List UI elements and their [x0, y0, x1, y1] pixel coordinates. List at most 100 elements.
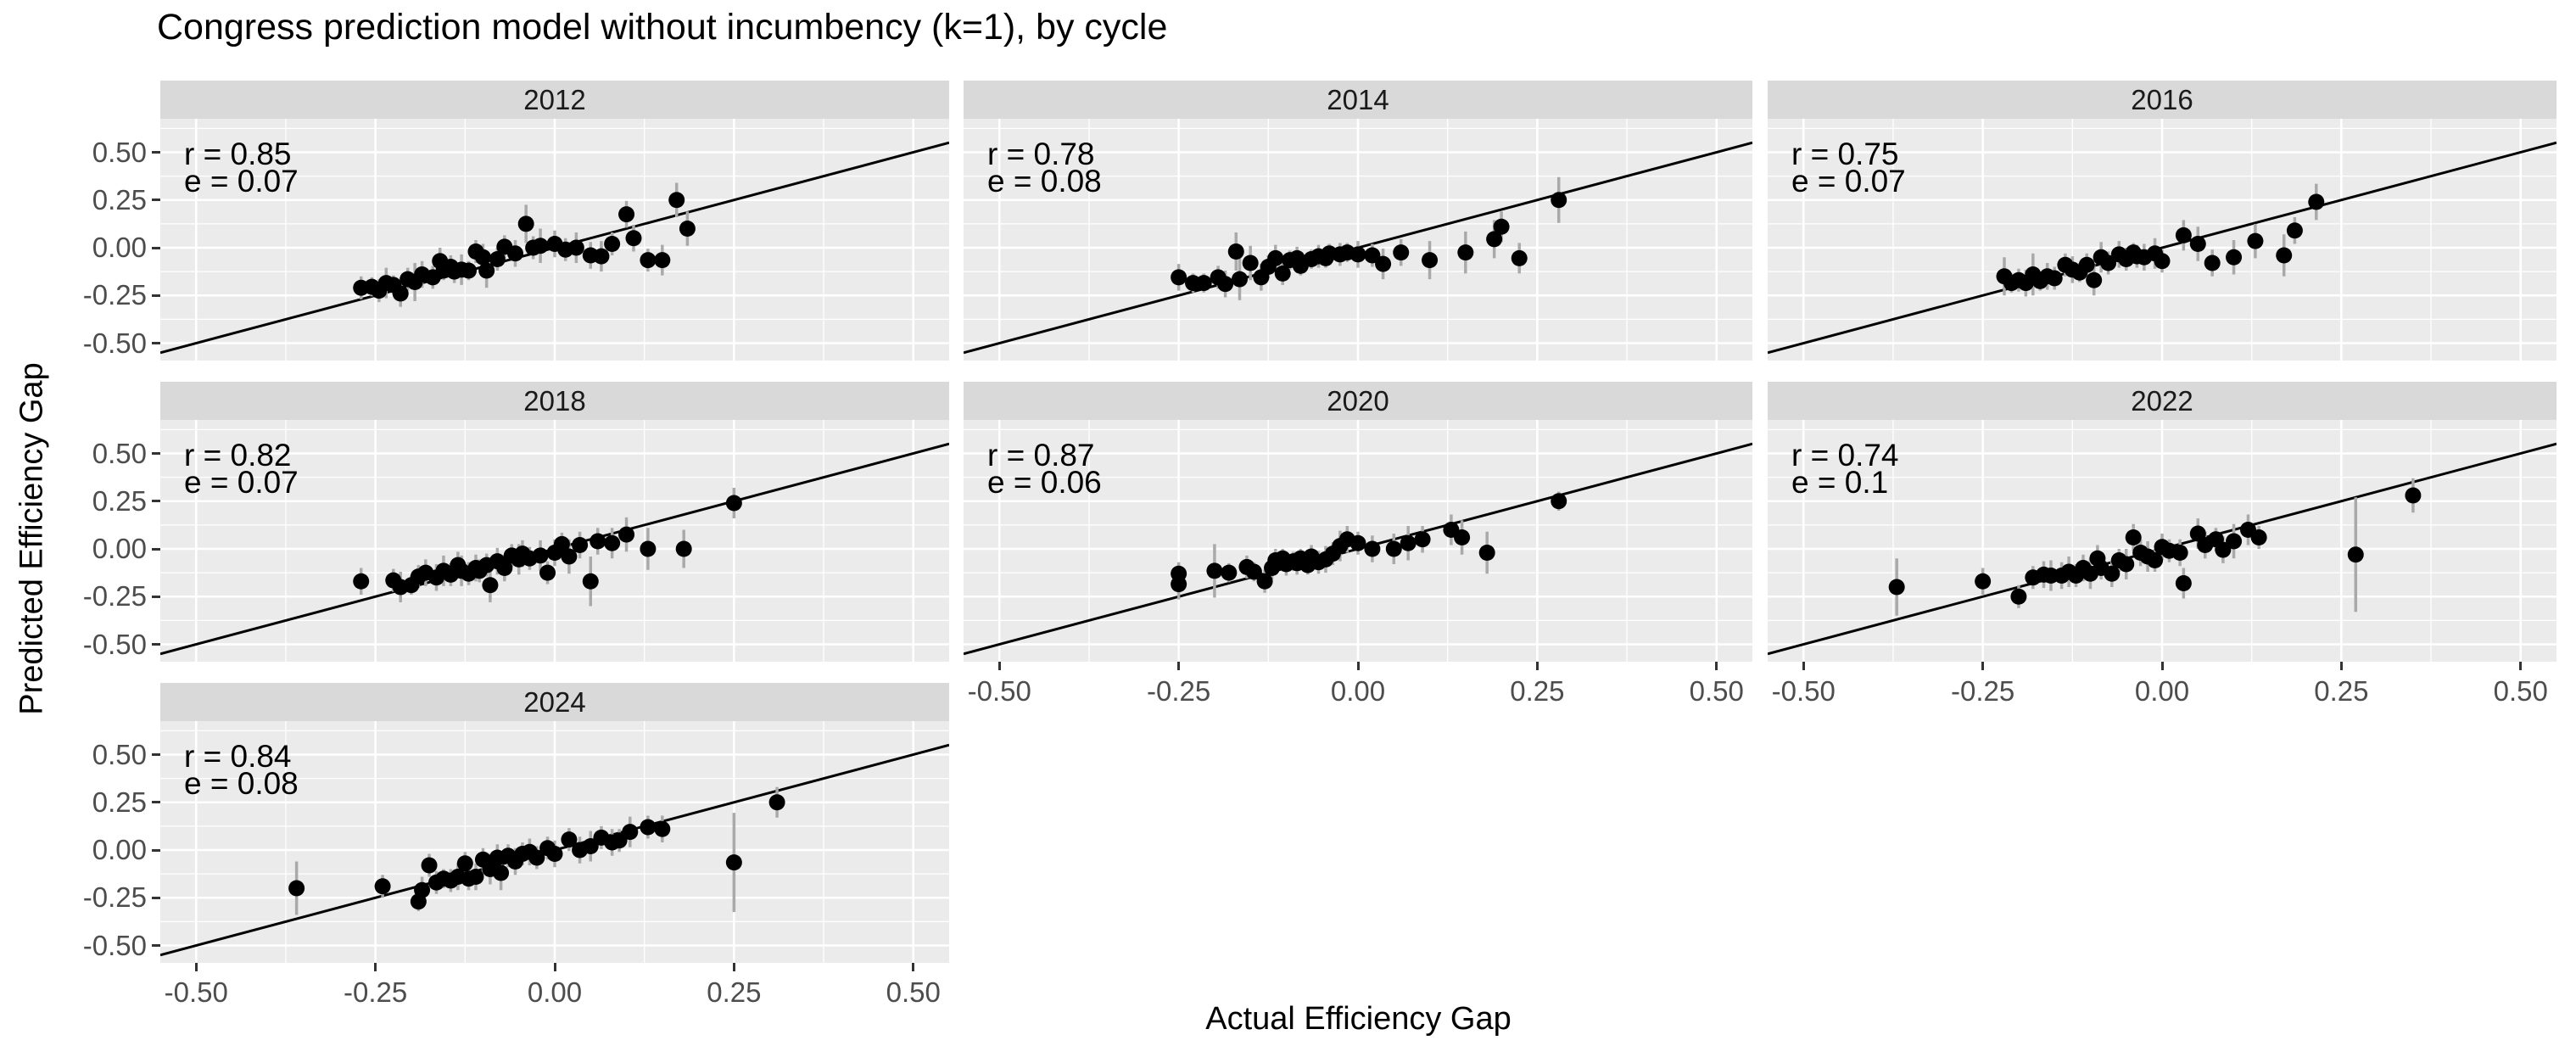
data-point [507, 245, 523, 262]
y-tick-label: -0.50 [82, 929, 147, 961]
data-point [611, 832, 628, 849]
y-tick-label: 0.25 [92, 786, 147, 818]
data-point [288, 880, 305, 897]
y-tick-mark [152, 944, 160, 947]
x-axis-title: Actual Efficiency Gap [1205, 1001, 1512, 1037]
annotation-r: r = 0.87 [987, 438, 1095, 473]
data-point [2286, 222, 2303, 239]
data-point [2226, 533, 2243, 550]
data-point [1385, 540, 1402, 557]
x-tick-label: -0.50 [1771, 675, 1836, 707]
y-tick-mark [152, 547, 160, 551]
y-tick-label: 0.50 [92, 136, 147, 168]
annotation-r: r = 0.78 [987, 137, 1095, 171]
x-tick-label: 0.25 [1510, 675, 1565, 707]
data-point [561, 831, 578, 848]
data-point [1975, 573, 1992, 590]
data-point [1393, 244, 1410, 261]
facet-strip-2022: 2022 [1768, 382, 2556, 420]
data-point [2175, 575, 2192, 592]
data-point [1206, 562, 1223, 579]
x-tick-mark [1802, 662, 1805, 670]
data-point [467, 869, 484, 886]
data-point [725, 495, 742, 512]
data-point [725, 854, 742, 871]
facet-strip-2020: 2020 [964, 382, 1752, 420]
data-point [675, 540, 692, 557]
y-tick-label: 0.00 [92, 232, 147, 263]
data-point [2125, 529, 2142, 546]
data-point [2276, 247, 2293, 264]
annotation-r: r = 0.74 [1791, 438, 1899, 473]
data-point [1486, 231, 1503, 248]
x-tick-mark [2519, 662, 2523, 670]
annotation-r: r = 0.75 [1791, 137, 1899, 171]
y-tick-mark [152, 151, 160, 154]
data-point [618, 206, 635, 223]
facet-panel-2016: r = 0.75e = 0.07 [1768, 119, 2556, 361]
data-point [2171, 545, 2188, 562]
facet-strip-2014: 2014 [964, 81, 1752, 119]
data-point [2250, 529, 2267, 546]
x-tick-label: 0.25 [2314, 675, 2369, 707]
data-point [1242, 255, 1259, 271]
data-point [567, 239, 584, 256]
data-point [625, 230, 642, 247]
data-point [532, 547, 549, 564]
data-point [1245, 563, 1262, 580]
data-point [532, 238, 549, 255]
data-point [1457, 244, 1474, 261]
data-point [2215, 541, 2232, 558]
y-tick-mark [152, 801, 160, 804]
x-tick-label: 0.00 [1330, 675, 1386, 707]
y-tick-mark [152, 342, 160, 344]
data-point [1256, 573, 1273, 590]
data-point [1551, 192, 1567, 209]
annotation-e: e = 0.07 [184, 164, 299, 199]
x-tick-label: 0.25 [707, 976, 762, 1008]
x-tick-label: 0.00 [2134, 675, 2190, 707]
data-point [2226, 249, 2243, 266]
facet-panel-2018: r = 0.82e = 0.07 [160, 420, 949, 662]
data-point [2247, 232, 2264, 249]
data-point [374, 878, 391, 895]
x-tick-mark [1981, 662, 1985, 670]
data-point [2147, 552, 2164, 569]
data-point [2189, 236, 2206, 253]
x-tick-label: 0.00 [527, 976, 583, 1008]
y-tick-mark [152, 643, 160, 646]
data-point [1551, 493, 1567, 510]
data-point [561, 548, 578, 565]
y-tick-mark [152, 452, 160, 455]
data-point [622, 824, 639, 841]
facet-panel-2020: r = 0.87e = 0.06 [964, 420, 1752, 662]
y-tick-mark [152, 500, 160, 503]
data-point [1217, 276, 1234, 293]
data-point [1349, 534, 1366, 551]
annotation-e: e = 0.07 [1791, 164, 1906, 199]
data-point [553, 535, 570, 552]
x-tick-mark [1177, 662, 1181, 670]
data-point [2189, 525, 2206, 542]
y-tick-mark [152, 199, 160, 202]
data-point [1375, 255, 1392, 272]
data-point [1493, 218, 1510, 235]
y-tick-label: 0.00 [92, 533, 147, 564]
data-point [414, 881, 431, 898]
data-point [604, 534, 621, 551]
data-point [2347, 546, 2364, 563]
data-point [478, 262, 495, 279]
data-point [1422, 252, 1439, 269]
x-tick-label: -0.50 [967, 675, 1031, 707]
data-point [572, 537, 589, 554]
data-point [618, 526, 635, 543]
data-point [2204, 255, 2221, 271]
x-tick-mark [2339, 662, 2343, 670]
data-point [2118, 556, 2135, 573]
data-point [1232, 271, 1248, 288]
data-point [2104, 565, 2121, 582]
facet-strip-2012: 2012 [160, 81, 949, 119]
annotation-e: e = 0.08 [987, 164, 1102, 199]
annotation-r: r = 0.82 [184, 438, 292, 473]
